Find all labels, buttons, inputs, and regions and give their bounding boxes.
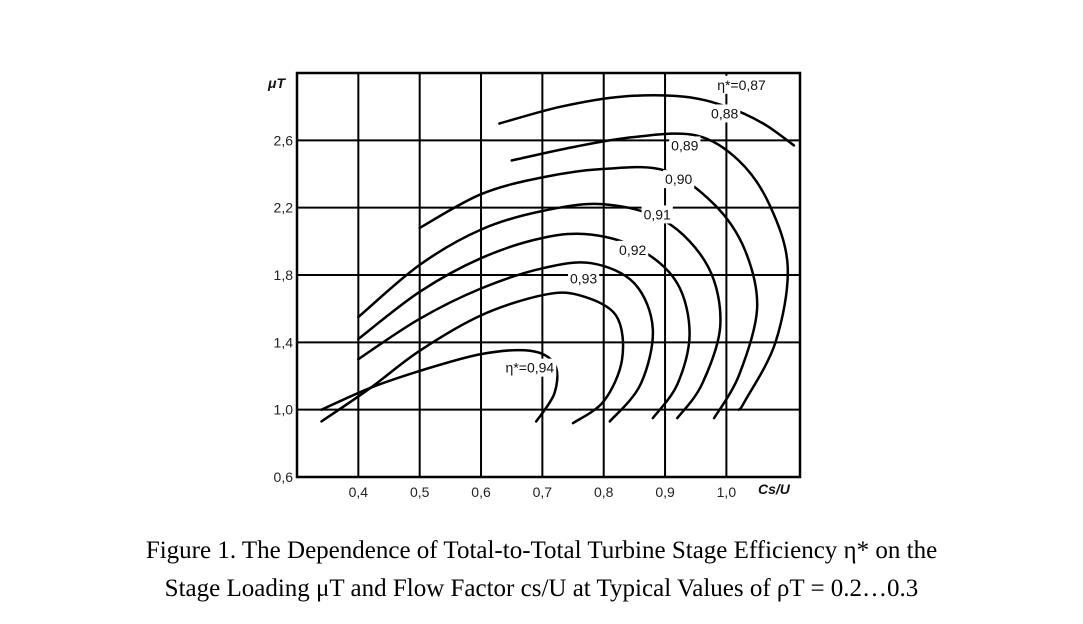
curve-label-background — [663, 170, 695, 189]
curve-label: η*=0,87 — [717, 77, 766, 93]
x-tick-label: 0,7 — [533, 484, 553, 500]
curve-labels: η*=0,94 0,93 0,92 0,91 0,90 0,89 0,88 η*=0,87 — [503, 75, 768, 377]
x-tick-label: 0,6 — [471, 484, 491, 500]
x-tick-label: 0,4 — [349, 484, 369, 500]
caption-line-1: Figure 1. The Dependence of Total-to-Tot… — [145, 537, 938, 564]
x-axis-title: Cs/U — [758, 481, 791, 497]
x-tick-label: 0,9 — [655, 484, 675, 500]
curve-label-background — [617, 240, 649, 259]
y-tick-label: 0,6 — [274, 469, 294, 485]
x-tick-label: 0,5 — [410, 484, 430, 500]
tick-labels: 0,4 0,5 0,6 0,7 0,8 0,9 1,0 0,6 1,0 1,4 1,8 2,2 2,6 — [274, 132, 737, 500]
chart-area: η*=0,94 0,93 0,92 0,91 0,90 0,89 0,88 η*=0,87 0… — [267, 71, 802, 500]
curve-label-background — [709, 104, 741, 123]
efficiency-curve — [357, 261, 655, 423]
grid — [297, 73, 800, 477]
y-tick-label: 2,6 — [274, 132, 294, 148]
curve-label: 0,90 — [665, 171, 692, 187]
efficiency-curve — [510, 132, 790, 411]
curve-label-background — [641, 205, 673, 224]
curve-label: 0,93 — [570, 270, 597, 286]
curve-label: 0,89 — [671, 137, 698, 153]
curve-label: 0,88 — [711, 105, 738, 121]
figure-caption: Figure 1. The Dependence of Total-to-Tot… — [0, 532, 1083, 608]
efficiency-curve — [357, 202, 722, 420]
efficiency-curve — [320, 291, 625, 425]
caption-line-2: Stage Loading μT and Flow Factor cs/U at… — [164, 575, 919, 602]
efficiency-chart: η*=0,94 0,93 0,92 0,91 0,90 0,89 0,88 η*=0,87 0… — [267, 71, 802, 500]
series-group — [320, 94, 796, 425]
curve-label: 0,92 — [619, 242, 646, 258]
curve-label: η*=0,94 — [506, 360, 555, 376]
efficiency-curve — [498, 94, 796, 147]
plot-frame — [295, 71, 802, 479]
y-axis-title: μT — [267, 75, 286, 91]
curve-label: 0,91 — [644, 206, 671, 222]
y-tick-label: 1,4 — [274, 334, 294, 350]
curve-label-background — [567, 269, 600, 288]
curve-label-background — [669, 136, 701, 155]
x-tick-label: 1,0 — [717, 484, 737, 500]
curve-label-background — [715, 75, 768, 94]
efficiency-curve — [357, 232, 691, 420]
y-tick-label: 1,0 — [274, 402, 294, 418]
y-tick-label: 2,2 — [274, 200, 294, 216]
curve-label-background — [503, 358, 557, 377]
x-tick-label: 0,8 — [594, 484, 614, 500]
y-tick-label: 1,8 — [274, 267, 294, 283]
